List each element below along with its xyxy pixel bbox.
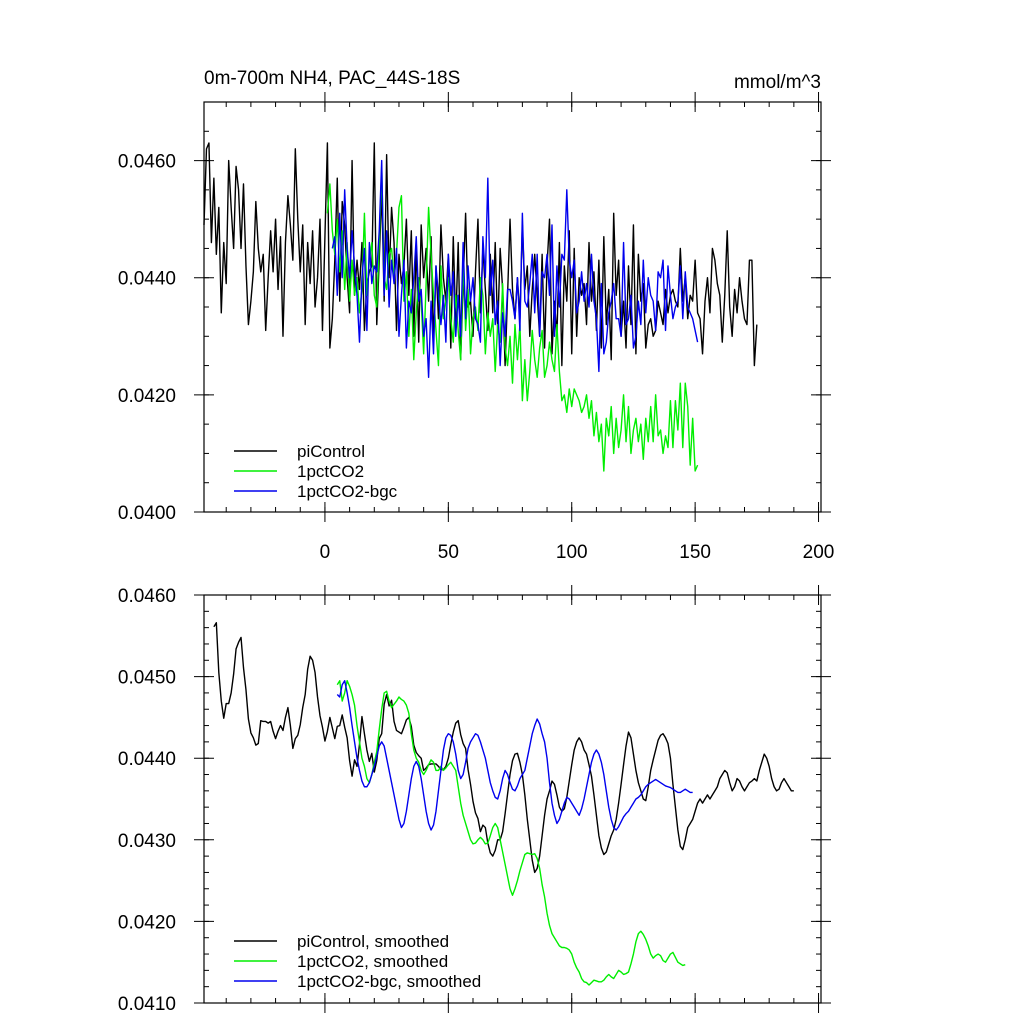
bottom-y-tick-label: 0.0410 (118, 994, 176, 1015)
top-x-tick-label: 100 (556, 542, 588, 563)
bottom-y-tick-label: 0.0460 (118, 586, 176, 607)
top-y-tick-label: 0.0460 (118, 152, 176, 173)
top-x-tick-label: 200 (803, 542, 835, 563)
top-x-tick-label: 50 (438, 542, 459, 563)
top-chart-title: 0m-700m NH4, PAC_44S-18S (204, 68, 460, 89)
bottom-legend: piControl, smoothed 1pctCO2, smoothed 1p… (234, 932, 481, 991)
top-legend: piControl 1pctCO2 1pctCO2-bgc (234, 442, 398, 501)
bottom-series-lines (213, 622, 794, 986)
top-y-tick-label: 0.0400 (118, 503, 176, 524)
top-series-lines (203, 142, 758, 472)
top-chart-units: mmol/m^3 (734, 72, 821, 93)
bottom-series-line-1pctco2-bgc-smoothed (336, 679, 693, 831)
top-x-tick-label: 0 (320, 542, 331, 563)
top-y-tick-label: 0.0420 (118, 386, 176, 407)
bottom-panel: 0.0410 0.0420 0.0430 0.0440 0.0450 0.0460 piC… (118, 585, 831, 1015)
legend-label-1pctco2-bgc: 1pctCO2-bgc (297, 482, 398, 501)
top-y-tick-label: 0.0440 (118, 269, 176, 290)
legend-label-1pctco2-bgc-smoothed: 1pctCO2-bgc, smoothed (297, 972, 481, 991)
legend-label-picontrol-smoothed: piControl, smoothed (297, 932, 449, 951)
top-panel: 0m-700m NH4, PAC_44S-18S mmol/m^3 0.0400… (118, 68, 835, 563)
bottom-plot-frame (203, 594, 822, 1004)
top-series-line-1pctco2 (326, 165, 699, 472)
bottom-y-tick-label: 0.0450 (118, 668, 176, 689)
top-axes: 0.0400 0.0420 0.0440 0.0460 0 50 100 150 200 (118, 92, 835, 563)
bottom-y-tick-label: 0.0420 (118, 912, 176, 933)
top-series-line-1pctco2-bgc (331, 159, 699, 378)
bottom-y-tick-label: 0.0440 (118, 749, 176, 770)
bottom-y-tick-label: 0.0430 (118, 831, 176, 852)
legend-label-1pctco2-smoothed: 1pctCO2, smoothed (297, 952, 448, 971)
bottom-series-line-1pctco2-smoothed (336, 679, 686, 986)
legend-label-1pctco2: 1pctCO2 (297, 462, 364, 481)
top-x-tick-label: 150 (679, 542, 711, 563)
legend-label-picontrol: piControl (297, 442, 365, 461)
bottom-series-line-picontrol-smoothed (213, 622, 794, 874)
bottom-axes: 0.0410 0.0420 0.0430 0.0440 0.0450 0.0460 (118, 585, 831, 1015)
top-plot-frame (203, 101, 822, 513)
